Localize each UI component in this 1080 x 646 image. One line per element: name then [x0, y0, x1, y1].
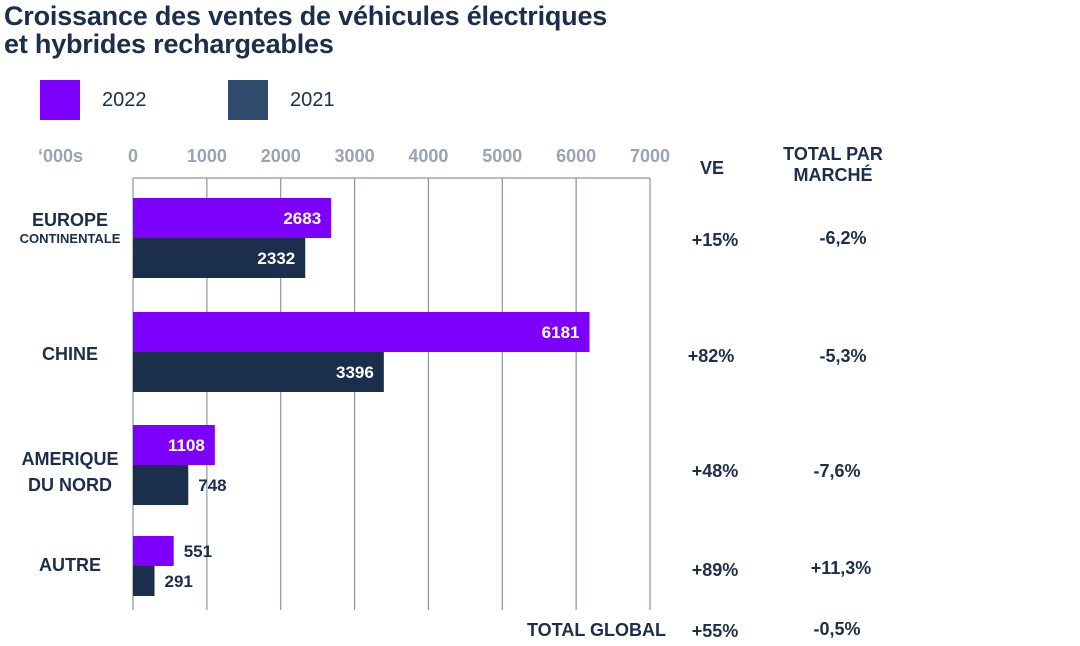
data-label-2022-0: 2683 — [283, 209, 321, 228]
legend-item-2022: 2022 — [40, 80, 147, 120]
bar-2022-2 — [133, 425, 215, 465]
data-label-2022-3: 551 — [184, 542, 212, 561]
data-label-2021-0: 2332 — [257, 249, 295, 268]
total-value-europe: -6,2% — [819, 228, 867, 248]
category-label-3: AUTRE — [39, 555, 101, 575]
chart-title-line2: et hybrides rechargeables — [4, 29, 334, 59]
bar-2021-2 — [133, 465, 189, 505]
bar-2021-0 — [133, 238, 306, 278]
data-label-2022-1: 6181 — [542, 323, 580, 342]
total-column-header: TOTAL PAR MARCHÉ — [760, 144, 906, 186]
legend-item-2021: 2021 — [228, 80, 335, 120]
data-label-2021-3: 291 — [164, 572, 192, 591]
axis-unit-label: ‘000s — [38, 146, 83, 166]
category-label-0-line1: EUROPE — [32, 210, 108, 230]
total-column-header-line2: MARCHÉ — [793, 165, 873, 185]
category-label-1: CHINE — [42, 344, 98, 364]
ve-value-chine: +82% — [687, 346, 735, 366]
x-tick-label-3000: 3000 — [335, 146, 375, 166]
total-value-amerique: -7,6% — [813, 461, 861, 481]
ve-column-header: VE — [699, 158, 724, 178]
bar-2021-1 — [133, 352, 384, 392]
bar-2022-1 — [133, 312, 590, 352]
bar-2022-0 — [133, 198, 332, 238]
category-label-2-line1: AMERIQUE — [21, 449, 118, 469]
bar-2022-3 — [133, 536, 174, 566]
x-tick-label-7000: 7000 — [630, 146, 670, 166]
chart-title-line1: Croissance des ventes de véhicules élect… — [4, 1, 608, 31]
legend-swatch-2021 — [228, 80, 268, 120]
category-label-0-line2: CONTINENTALE — [20, 231, 121, 246]
total-column-header-line1: TOTAL PAR — [783, 144, 883, 164]
legend-label-2022: 2022 — [102, 88, 147, 111]
x-tick-label-2000: 2000 — [261, 146, 301, 166]
total-value-chine: -5,3% — [819, 346, 867, 366]
total-global-label: TOTAL GLOBAL — [527, 620, 666, 640]
data-label-2021-2: 748 — [198, 476, 226, 495]
legend-swatch-2022 — [40, 80, 80, 120]
x-tick-label-1000: 1000 — [187, 146, 227, 166]
category-label-2-line2: DU NORD — [28, 475, 112, 495]
bar-2021-3 — [133, 566, 155, 596]
data-label-2021-1: 3396 — [336, 363, 374, 382]
legend-label-2021: 2021 — [290, 88, 335, 111]
ve-value-europe: +15% — [691, 230, 739, 250]
chart-title: Croissance des ventes de véhicules élect… — [4, 2, 607, 58]
ve-value-amerique: +48% — [691, 461, 739, 481]
data-label-2022-2: 1108 — [168, 436, 205, 455]
total-global-ve: +55% — [691, 621, 739, 641]
x-tick-label-0: 0 — [128, 146, 138, 166]
ve-value-autre: +89% — [691, 560, 739, 580]
x-tick-label-4000: 4000 — [408, 146, 448, 166]
x-tick-label-6000: 6000 — [556, 146, 596, 166]
x-tick-label-5000: 5000 — [482, 146, 522, 166]
total-global-total: -0,5% — [813, 619, 861, 639]
total-value-autre: +11,3% — [810, 558, 872, 578]
